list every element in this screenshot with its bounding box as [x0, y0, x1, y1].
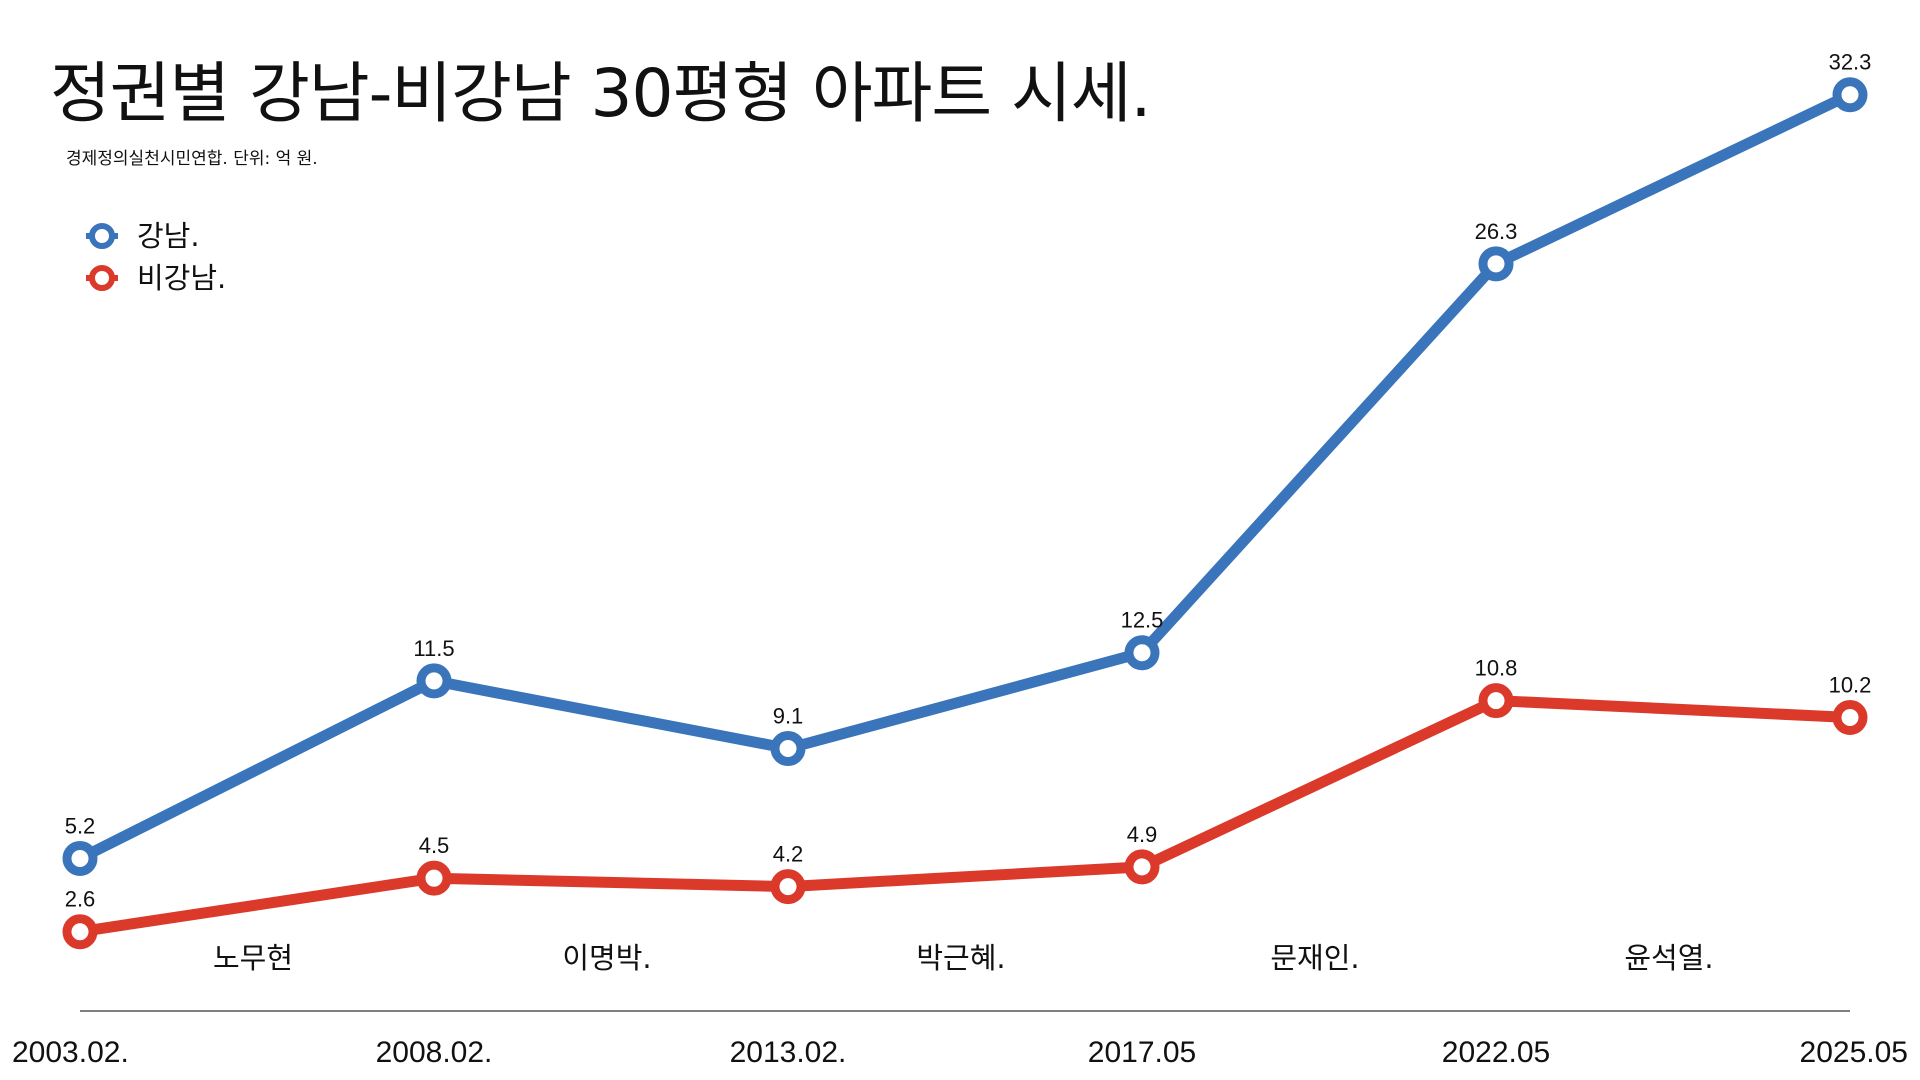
data-label: 32.3: [1829, 50, 1872, 75]
data-label: 11.5: [413, 636, 454, 661]
data-point: [416, 860, 452, 896]
x-tick-label: 2003.02.: [12, 1036, 129, 1069]
data-point: [770, 869, 806, 905]
era-label: 이명박.: [562, 941, 651, 975]
chart-title: 정권별 강남-비강남 30평형 아파트 시세.: [50, 55, 1151, 132]
x-tick-label: 2022.05: [1442, 1036, 1550, 1069]
data-point: [1832, 700, 1868, 736]
x-tick-label: 2008.02.: [376, 1036, 493, 1069]
series-line-gangnam: [74, 89, 1856, 864]
data-label: 4.9: [1127, 822, 1158, 847]
data-point: [1124, 849, 1160, 885]
data-point: [1832, 77, 1868, 113]
era-label: 노무현: [213, 941, 293, 975]
x-tick-label: 2017.05: [1088, 1036, 1196, 1069]
series-line-non-gangnam: [74, 695, 1856, 938]
data-label: 10.8: [1475, 656, 1518, 681]
x-tick-label: 2025.05: [1800, 1036, 1908, 1069]
era-label: 윤석열.: [1624, 941, 1713, 975]
legend-label: 비강남.: [137, 261, 226, 295]
data-point: [1478, 246, 1514, 282]
legend-marker: [89, 265, 115, 291]
data-label: 10.2: [1829, 673, 1872, 698]
era-label: 문재인.: [1270, 941, 1359, 975]
data-label: 9.1: [773, 704, 804, 729]
x-tick-label: 2013.02.: [730, 1036, 847, 1069]
data-label: 2.6: [65, 887, 96, 912]
data-label: 4.2: [773, 842, 804, 867]
data-point: [416, 663, 452, 699]
legend-marker: [89, 223, 115, 249]
data-point: [770, 731, 806, 767]
data-label: 5.2: [65, 813, 96, 838]
era-label: 박근혜.: [916, 941, 1005, 975]
data-point: [1478, 683, 1514, 719]
legend-label: 강남.: [137, 219, 200, 253]
data-point: [62, 840, 98, 876]
data-point: [62, 914, 98, 950]
chart-subtitle: 경제정의실천시민연합. 단위: 억 원.: [66, 149, 318, 169]
data-label: 12.5: [1121, 608, 1164, 633]
data-label: 4.5: [419, 833, 450, 858]
data-label: 26.3: [1475, 219, 1518, 244]
data-point: [1124, 635, 1160, 671]
